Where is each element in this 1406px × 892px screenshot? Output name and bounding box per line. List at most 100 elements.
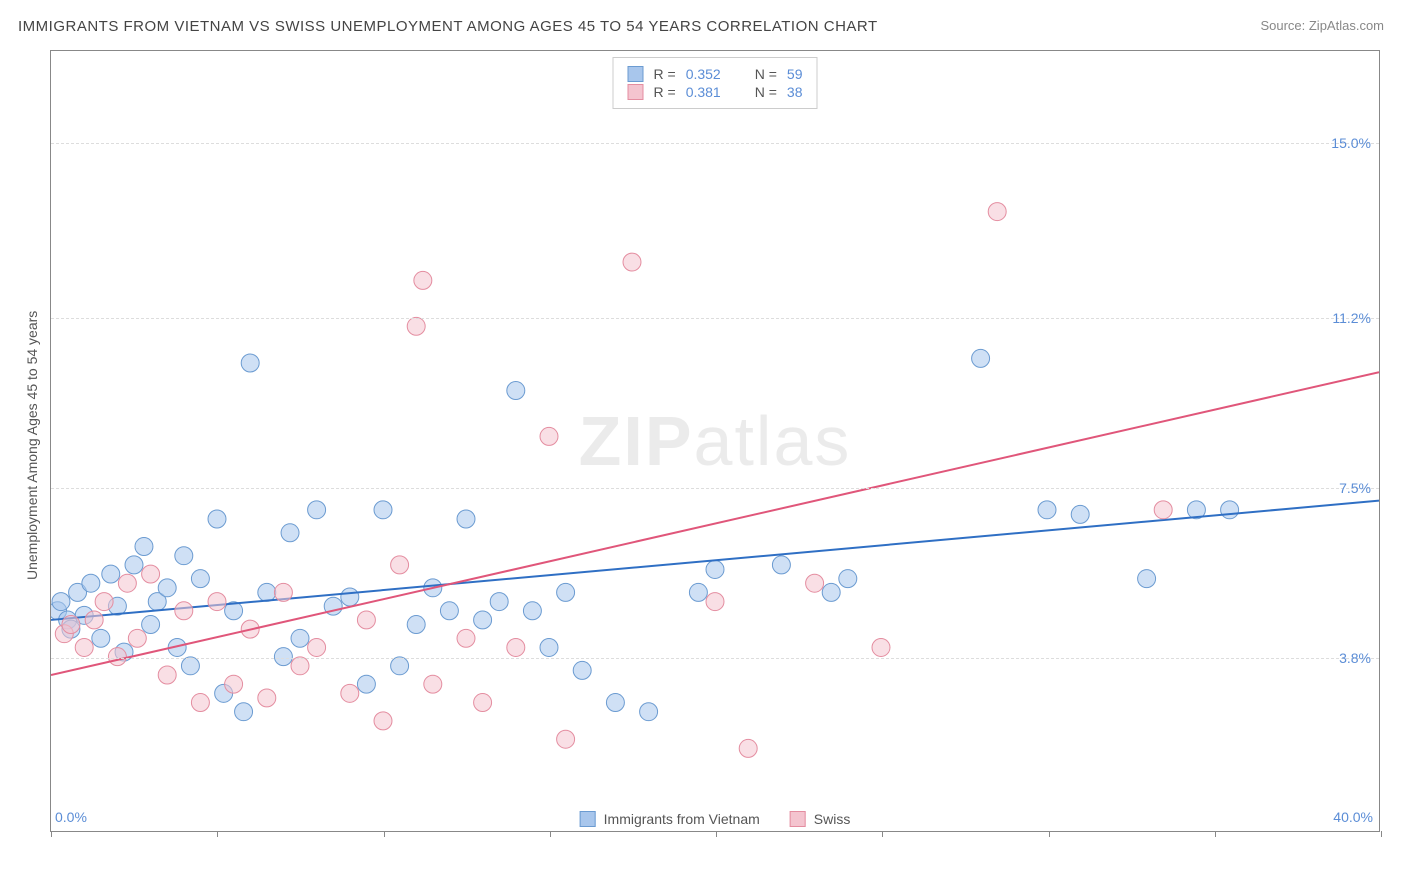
data-point xyxy=(291,657,309,675)
y-tick-label: 3.8% xyxy=(1339,650,1371,666)
data-point xyxy=(274,648,292,666)
data-point xyxy=(1038,501,1056,519)
data-point xyxy=(108,648,126,666)
x-tick-mark xyxy=(384,831,385,837)
data-point xyxy=(158,666,176,684)
data-point xyxy=(258,689,276,707)
data-point xyxy=(1221,501,1239,519)
x-tick-label: 40.0% xyxy=(1333,809,1373,825)
data-point xyxy=(142,616,160,634)
legend-series: Immigrants from Vietnam Swiss xyxy=(580,811,851,827)
x-tick-mark xyxy=(716,831,717,837)
data-point xyxy=(440,602,458,620)
data-point xyxy=(128,629,146,647)
chart-svg xyxy=(51,51,1379,831)
data-point xyxy=(258,583,276,601)
source-label: Source: ZipAtlas.com xyxy=(1260,18,1384,33)
legend-swatch xyxy=(580,811,596,827)
data-point xyxy=(391,556,409,574)
data-point xyxy=(191,570,209,588)
data-point xyxy=(557,730,575,748)
x-tick-label: 0.0% xyxy=(55,809,87,825)
data-point xyxy=(414,271,432,289)
data-point xyxy=(208,593,226,611)
data-point xyxy=(135,538,153,556)
x-tick-mark xyxy=(1381,831,1382,837)
data-point xyxy=(391,657,409,675)
data-point xyxy=(118,574,136,592)
x-tick-mark xyxy=(882,831,883,837)
data-point xyxy=(341,588,359,606)
data-point xyxy=(175,602,193,620)
data-point xyxy=(125,556,143,574)
data-point xyxy=(540,638,558,656)
data-point xyxy=(191,694,209,712)
data-point xyxy=(540,427,558,445)
chart-container: IMMIGRANTS FROM VIETNAM VS SWISS UNEMPLO… xyxy=(0,0,1406,892)
data-point xyxy=(1154,501,1172,519)
data-point xyxy=(523,602,541,620)
data-point xyxy=(85,611,103,629)
data-point xyxy=(424,675,442,693)
data-point xyxy=(407,616,425,634)
data-point xyxy=(281,524,299,542)
legend-swatch xyxy=(790,811,806,827)
data-point xyxy=(158,579,176,597)
legend-correlation: R = 0.352N = 59 R = 0.381N = 38 xyxy=(613,57,818,109)
legend-n-label: N = xyxy=(755,66,777,82)
data-point xyxy=(623,253,641,271)
data-point xyxy=(308,501,326,519)
legend-series-item: Immigrants from Vietnam xyxy=(580,811,760,827)
legend-n-value: 38 xyxy=(787,84,803,100)
legend-n-label: N = xyxy=(755,84,777,100)
chart-title: IMMIGRANTS FROM VIETNAM VS SWISS UNEMPLO… xyxy=(18,18,878,35)
data-point xyxy=(92,629,110,647)
data-point xyxy=(806,574,824,592)
x-tick-mark xyxy=(217,831,218,837)
legend-row: R = 0.381N = 38 xyxy=(628,84,803,100)
data-point xyxy=(407,317,425,335)
data-point xyxy=(490,593,508,611)
y-tick-label: 7.5% xyxy=(1339,480,1371,496)
data-point xyxy=(457,629,475,647)
data-point xyxy=(62,616,80,634)
data-point xyxy=(82,574,100,592)
data-point xyxy=(557,583,575,601)
data-point xyxy=(1138,570,1156,588)
gridline xyxy=(51,143,1379,144)
legend-swatch xyxy=(628,84,644,100)
data-point xyxy=(706,593,724,611)
data-point xyxy=(357,611,375,629)
data-point xyxy=(181,657,199,675)
data-point xyxy=(474,611,492,629)
data-point xyxy=(208,510,226,528)
data-point xyxy=(507,638,525,656)
data-point xyxy=(341,684,359,702)
gridline xyxy=(51,318,1379,319)
data-point xyxy=(640,703,658,721)
data-point xyxy=(872,638,890,656)
data-point xyxy=(739,739,757,757)
data-point xyxy=(75,638,93,656)
data-point xyxy=(225,675,243,693)
data-point xyxy=(573,661,591,679)
gridline xyxy=(51,658,1379,659)
legend-row: R = 0.352N = 59 xyxy=(628,66,803,82)
data-point xyxy=(52,593,70,611)
data-point xyxy=(95,593,113,611)
data-point xyxy=(142,565,160,583)
legend-swatch xyxy=(628,66,644,82)
data-point xyxy=(235,703,253,721)
data-point xyxy=(839,570,857,588)
data-point xyxy=(772,556,790,574)
data-point xyxy=(374,501,392,519)
data-point xyxy=(972,349,990,367)
data-point xyxy=(457,510,475,528)
x-tick-mark xyxy=(550,831,551,837)
trend-line xyxy=(51,372,1379,675)
data-point xyxy=(606,694,624,712)
data-point xyxy=(241,354,259,372)
data-point xyxy=(689,583,707,601)
data-point xyxy=(374,712,392,730)
legend-series-label: Swiss xyxy=(814,811,851,827)
